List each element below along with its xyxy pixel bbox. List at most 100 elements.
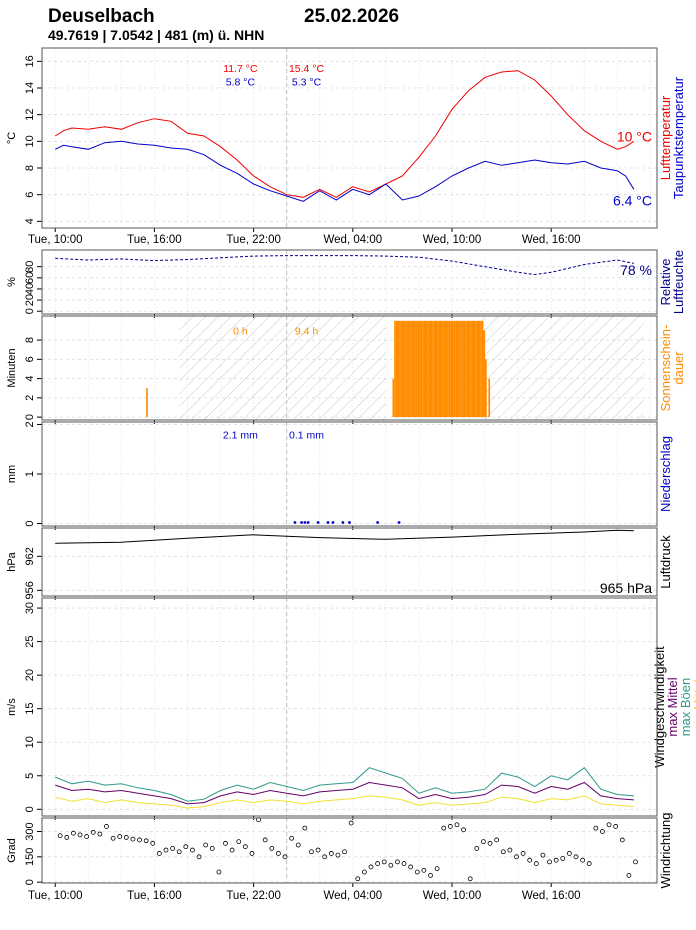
y-tick-label: 20 (24, 294, 36, 306)
y-axis-label: % (6, 277, 18, 287)
panel-frame (41, 315, 658, 421)
data-point (110, 835, 116, 841)
sunshine-bar (405, 320, 408, 418)
data-point (331, 521, 335, 524)
y-axis-label: mm (6, 465, 18, 483)
sunshine-bar (478, 320, 481, 418)
sunshine-bar (461, 320, 464, 418)
sunshine-bar (432, 320, 434, 418)
panel-4: 956 962 hPa 965 hPa Luftdruck (6, 527, 673, 600)
sunshine-bar (470, 320, 472, 418)
annotation-label: 9.4 h (295, 325, 319, 337)
data-point (269, 845, 275, 851)
sunshine-bar (430, 320, 433, 418)
annotation-label: 15.4 °C (289, 63, 325, 75)
data-point (71, 830, 76, 836)
data-point (593, 825, 599, 831)
y-axis-label: Minuten (6, 348, 18, 387)
data-point (547, 859, 552, 865)
data-point (236, 839, 242, 845)
y-tick-label: 956 (24, 581, 36, 599)
y-tick-label: 10 (24, 135, 36, 147)
sunshine-bar (428, 320, 431, 418)
current-value-label: 6.4 °C (613, 192, 652, 208)
data-point (560, 856, 566, 861)
series-line-1 (55, 781, 634, 805)
current-value-label: 965 hPa (600, 580, 652, 596)
data-point (316, 521, 320, 524)
data-point (527, 857, 533, 863)
sunshine-bar (146, 388, 148, 418)
y-tick-label: 30 (24, 602, 36, 614)
data-point (361, 869, 367, 875)
sunshine-bar (412, 320, 415, 418)
sunshine-bar (450, 320, 453, 418)
sunshine-bar (399, 320, 401, 418)
sunshine-bar (417, 320, 419, 418)
x-tick-label: Wed, 04:00 (324, 234, 383, 246)
data-point (262, 837, 268, 843)
data-point (242, 844, 248, 850)
data-point (209, 845, 215, 851)
sunshine-bar (427, 320, 429, 418)
data-point (130, 836, 136, 842)
data-point (613, 824, 619, 829)
sunshine-bar (452, 320, 454, 418)
y-tick-label: 60 (24, 272, 36, 284)
series-line-2 (55, 795, 634, 809)
night-area (481, 316, 644, 420)
y-tick-label: 4 (24, 376, 36, 382)
sunshine-bar (476, 320, 479, 418)
data-point (322, 854, 328, 860)
data-point (454, 822, 460, 828)
y-tick-label: 10 (24, 736, 36, 748)
current-value-label: 78 % (620, 262, 652, 278)
panel-frame (41, 47, 658, 229)
data-point (580, 857, 586, 863)
data-point (143, 838, 149, 844)
sunshine-bar (437, 320, 439, 418)
right-axis-label: max Mittel (665, 677, 680, 736)
y-tick-label: 25 (24, 635, 36, 647)
data-point (341, 521, 345, 524)
data-point (300, 521, 303, 524)
data-point (507, 847, 513, 853)
right-axis-label: Luftfeuchte (671, 250, 686, 314)
y-tick-label: 300 (24, 822, 36, 840)
sunshine-bar (488, 378, 491, 418)
right-axis-label: Relative (658, 259, 673, 306)
y-tick-label: 5 (24, 773, 36, 779)
sunshine-bar (410, 320, 413, 418)
night-area (179, 316, 386, 420)
sunshine-bar (448, 320, 451, 418)
data-point (414, 869, 420, 875)
x-tick-label: Tue, 10:00 (28, 234, 83, 246)
data-point (335, 852, 341, 858)
right-axis-label: Luftdruck (658, 535, 673, 589)
x-tick-label: Wed, 10:00 (423, 890, 482, 902)
data-point (289, 835, 295, 841)
y-tick-label: 40 (24, 283, 36, 295)
data-point (170, 845, 176, 851)
sunshine-bar (418, 320, 421, 418)
data-point (117, 834, 123, 839)
data-point (447, 824, 453, 829)
sunshine-bar (440, 320, 443, 418)
series-line-0 (55, 529, 634, 544)
data-point (223, 840, 228, 846)
data-point (533, 861, 539, 866)
data-point (368, 864, 374, 870)
panel-0: 4 6 8 10 12 14 16 °C 11.7 °C5.8 °C 15.4 °C5.3 °C 1… (6, 47, 686, 232)
data-point (249, 851, 255, 856)
sunshine-bar (395, 320, 398, 418)
sunshine-bar (397, 320, 400, 418)
panel-frame (41, 817, 658, 884)
data-point (375, 861, 381, 866)
data-point (203, 842, 209, 848)
data-point (190, 847, 195, 853)
data-point (619, 837, 625, 843)
right-axis-label: max Böen (678, 678, 693, 737)
sunshine-bar (485, 359, 487, 418)
sunshine-bar (415, 320, 418, 418)
